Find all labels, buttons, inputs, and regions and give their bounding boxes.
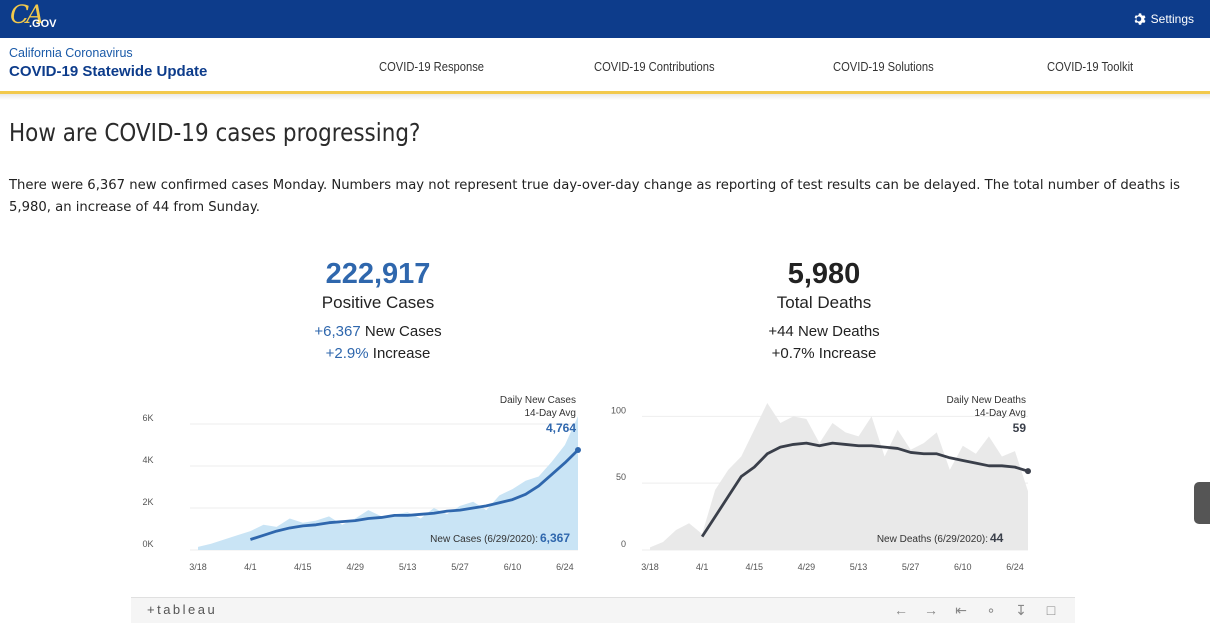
fullscreen-icon[interactable]: □: [1046, 602, 1056, 618]
x-tick-label: 4/15: [294, 562, 312, 572]
cases-pct-value: +2.9%: [325, 345, 369, 362]
bottom-annotation-value: 44: [990, 531, 1004, 545]
cases-pct-line: +2.9% Increase: [248, 343, 508, 365]
avg-endpoint: [1025, 468, 1031, 475]
nav-covid-solutions[interactable]: COVID-19 Solutions: [833, 59, 934, 74]
y-tick-label: 2K: [142, 497, 153, 507]
bottom-annotation-label: New Deaths (6/29/2020):: [877, 534, 988, 545]
site-nav: California Coronavirus COVID-19 Statewid…: [0, 38, 1210, 94]
intro-paragraph: There were 6,367 new confirmed cases Mon…: [9, 178, 1181, 215]
deaths-new-label: New Deaths: [797, 323, 880, 340]
x-tick-label: 5/27: [902, 562, 920, 572]
x-tick-label: 3/18: [189, 562, 207, 572]
deaths-pct-line: +0.7% Increase: [694, 343, 954, 365]
x-tick-label: 6/24: [556, 562, 574, 572]
deaths-summary: 5,980 Total Deaths +44 New Deaths +0.7% …: [694, 258, 954, 365]
deaths-label: Total Deaths: [776, 293, 872, 312]
avg-line: [249, 448, 579, 541]
cases-total: 222,917: [325, 258, 431, 290]
nav-covid-contributions[interactable]: COVID-19 Contributions: [594, 59, 715, 74]
cases-chart[interactable]: 0K 2K 4K 6K 3/18 4/1 4/15 4/29 5/13 5/27 6/10 6/24 D…: [130, 385, 600, 580]
daily-area: [650, 403, 1028, 550]
daily-area: [198, 416, 578, 550]
cases-new-value: +6,367: [314, 323, 361, 340]
x-tick-label: 4/29: [346, 562, 364, 572]
bottom-annotation-value: 6,367: [540, 531, 570, 545]
bottom-annotation-label: New Cases (6/29/2020):: [430, 534, 538, 545]
deaths-new-line: +44 New Deaths: [694, 321, 954, 343]
tableau-controls: ← → ⇤ ∘ ↧ □: [893, 602, 1059, 618]
y-tick-label: 0K: [142, 539, 153, 549]
cases-summary: 222,917 Positive Cases +6,367 New Cases …: [248, 258, 508, 365]
revert-icon[interactable]: ⇤: [955, 602, 967, 618]
annotation-label: Daily New Deaths: [947, 395, 1026, 406]
cases-new-label: New Cases: [364, 323, 442, 340]
nav-covid-response[interactable]: COVID-19 Response: [379, 59, 485, 74]
annotation-value: 4,764: [546, 421, 576, 435]
site-title[interactable]: COVID-19 Statewide Update: [9, 63, 208, 80]
annotation-label: Daily New Cases: [500, 395, 576, 406]
x-tick-label: 6/10: [954, 562, 972, 572]
x-tick-label: 4/1: [696, 562, 709, 572]
share-icon[interactable]: ∘: [986, 602, 996, 618]
y-tick-label: 100: [611, 405, 626, 415]
cases-chart-svg: 0K 2K 4K 6K 3/18 4/1 4/15 4/29 5/13 5/27 6/10 6/24 D…: [142, 395, 581, 572]
nav-covid-toolkit[interactable]: COVID-19 Toolkit: [1047, 59, 1134, 74]
gear-icon: [1134, 13, 1146, 25]
x-tick-label: 3/18: [641, 562, 659, 572]
deaths-total: 5,980: [787, 258, 861, 290]
x-tick-label: 6/10: [504, 562, 522, 572]
deaths-pct-label: Increase: [818, 345, 877, 362]
avg-line: [700, 441, 1029, 538]
deaths-new-value: +44: [768, 323, 794, 340]
logo-ca-text: CA: [10, 0, 44, 29]
x-tick-label: 5/13: [850, 562, 868, 572]
tableau-brand: +tableau: [147, 602, 218, 617]
page-title: How are COVID-19 cases progressing?: [9, 118, 421, 147]
y-tick-label: 4K: [142, 455, 153, 465]
nav-shadow: [0, 94, 1210, 100]
x-tick-label: 4/29: [798, 562, 816, 572]
tableau-logo[interactable]: +tableau: [147, 602, 217, 617]
redo-icon[interactable]: →: [924, 602, 938, 618]
y-tick-label: 0: [621, 539, 626, 549]
site-subtitle[interactable]: California Coronavirus: [9, 46, 133, 60]
side-feedback-tab[interactable]: [1194, 482, 1210, 524]
cases-pct-label: Increase: [372, 345, 431, 362]
x-tick-label: 6/24: [1006, 562, 1024, 572]
deaths-pct-value: +0.7%: [771, 345, 815, 362]
y-tick-label: 50: [616, 472, 626, 482]
ca-gov-logo[interactable]: CA .GOV: [10, 0, 70, 36]
x-tick-label: 5/27: [451, 562, 469, 572]
logo-gov-text: .GOV: [29, 18, 57, 30]
y-tick-label: 6K: [142, 413, 153, 423]
deaths-chart[interactable]: 0 50 100 3/18 4/1 4/15 4/29 5/13 5/27 6/10 6/24 Dai…: [600, 385, 1070, 580]
avg-endpoint: [575, 446, 581, 453]
download-icon[interactable]: ↧: [1015, 602, 1027, 618]
undo-icon[interactable]: ←: [894, 602, 908, 618]
annotation-sublabel: 14-Day Avg: [524, 408, 576, 419]
deaths-chart-svg: 0 50 100 3/18 4/1 4/15 4/29 5/13 5/27 6/10 6/24 Dai…: [611, 395, 1031, 572]
annotation-sublabel: 14-Day Avg: [974, 408, 1026, 419]
cases-new-line: +6,367 New Cases: [248, 321, 508, 343]
tableau-toolbar: +tableau ← → ⇤ ∘ ↧ □: [131, 597, 1075, 623]
x-tick-label: 4/15: [746, 562, 764, 572]
x-tick-label: 5/13: [399, 562, 417, 572]
x-tick-label: 4/1: [244, 562, 257, 572]
top-bar: CA .GOV Settings: [0, 0, 1210, 38]
settings-button[interactable]: Settings: [1133, 12, 1194, 26]
annotation-value: 59: [1013, 421, 1027, 435]
settings-label: Settings: [1150, 12, 1194, 26]
cases-label: Positive Cases: [321, 293, 435, 312]
